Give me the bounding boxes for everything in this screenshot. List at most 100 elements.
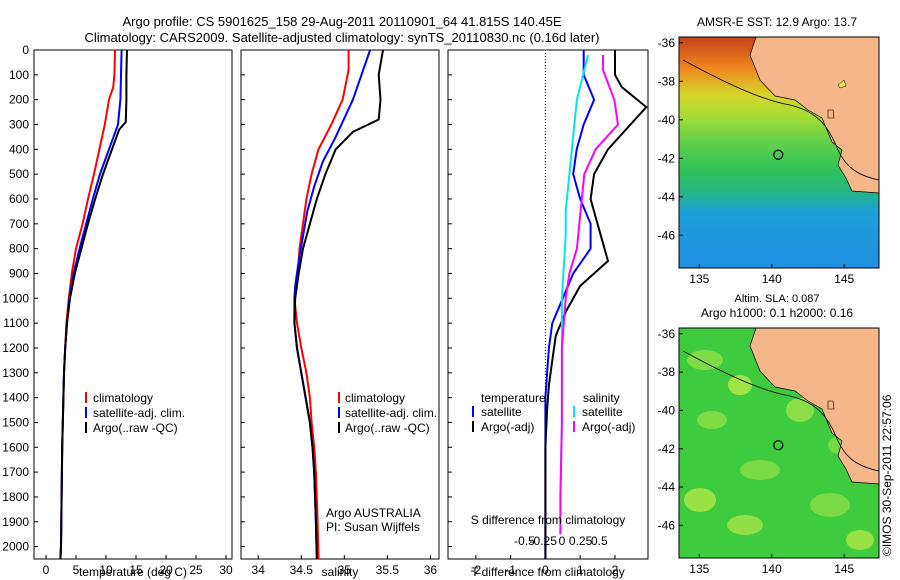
credit-stamp: ©IMOS 30-Sep-2011 22:57:06 xyxy=(880,394,894,556)
x-tick-label: 34.5 xyxy=(290,563,314,577)
s-tick-label: -0.25 xyxy=(530,534,558,548)
depth-tick-label: 200 xyxy=(9,93,29,107)
series-line-temperature-argo-adj xyxy=(544,50,648,559)
temperature-x-axis: 0 5 10 15 20 25 30 xyxy=(43,555,233,577)
lat-tick-label: -40 xyxy=(658,403,676,417)
s-tick-label: 0 xyxy=(559,534,566,548)
x-tick-label: 25 xyxy=(189,563,203,577)
lat-tick-label: -38 xyxy=(658,365,676,379)
salinity-legend: climatology satellite-adj. clim. Argo(..… xyxy=(338,391,437,435)
x-tick-label: 0 xyxy=(542,563,549,577)
legend-climatology-label: climatology xyxy=(345,391,405,405)
x-tick-label: 36 xyxy=(424,563,438,577)
x-tick-label: -1 xyxy=(505,563,516,577)
legend-temp-satellite-label: satellite xyxy=(481,405,522,419)
s-tick-label: 0.25 xyxy=(569,534,593,548)
legend-argo-label: Argo(..raw -QC) xyxy=(345,421,430,435)
king-island xyxy=(827,109,835,119)
x-tick-label: 34 xyxy=(252,563,266,577)
t-difference-xlabel: T difference from climatology xyxy=(471,565,625,579)
sla-anomaly xyxy=(786,398,814,422)
depth-tick-label: 1000 xyxy=(2,291,29,305)
series-line-argo-raw-qc xyxy=(59,49,128,560)
sst-map xyxy=(679,37,879,268)
lake-marker xyxy=(837,79,847,89)
lat-tick-label: -38 xyxy=(658,74,676,88)
sla-anomaly xyxy=(728,375,752,395)
x-tick-label: 0 xyxy=(43,563,50,577)
x-tick-label: 2 xyxy=(612,563,619,577)
x-tick-label: 1 xyxy=(577,563,584,577)
lat-tick-label: -44 xyxy=(658,190,676,204)
series-line-satellite-adj-clim xyxy=(293,49,372,560)
legend-salinity-header: salinity xyxy=(583,391,620,405)
depth-tick-label: 1100 xyxy=(3,316,29,330)
legend-sal-argo-label: Argo(-adj) xyxy=(582,420,635,434)
legend-satellite-label: satellite-adj. clim. xyxy=(345,406,437,420)
legend-satellite-label: satellite-adj. clim. xyxy=(93,406,185,420)
lon-tick-label: 140 xyxy=(762,272,782,286)
argo-program-label: Argo AUSTRALIA xyxy=(326,506,421,520)
depth-tick-label: 2000 xyxy=(2,540,29,554)
sla-anomaly xyxy=(810,493,850,517)
depth-tick-label: 600 xyxy=(9,192,29,206)
legend-climatology-label: climatology xyxy=(93,391,153,405)
salinity-panel xyxy=(240,49,440,560)
argo-pi-label: PI: Susan Wijffels xyxy=(326,520,420,534)
depth-tick-label: 1900 xyxy=(2,515,29,529)
depth-tick-label: 500 xyxy=(9,167,29,181)
figure-title-line1: Argo profile: CS 5901625_158 29-Aug-2011… xyxy=(123,14,562,29)
legend-temp-argo-label: Argo(-adj) xyxy=(481,420,534,434)
sla-anomaly xyxy=(846,530,874,550)
lat-tick-label: -46 xyxy=(658,228,676,242)
lon-tick-label: 145 xyxy=(834,272,854,286)
x-tick-label: 20 xyxy=(159,563,173,577)
temperature-series xyxy=(59,49,128,560)
x-tick-label: -2 xyxy=(470,563,481,577)
salinity-xlabel: salinity xyxy=(322,565,359,579)
sla-anomaly xyxy=(727,515,763,535)
salinity-series xyxy=(293,49,384,560)
salinity-x-axis: 34 34.5 35 35.5 36 xyxy=(252,555,438,577)
lat-tick-label: -40 xyxy=(658,113,676,127)
difference-legend: temperature salinity satellite Argo(-adj… xyxy=(472,391,635,434)
x-tick-label: 10 xyxy=(99,563,113,577)
sla-anomaly xyxy=(687,350,723,370)
depth-tick-label: 0 xyxy=(22,43,29,57)
bathymetry-contour xyxy=(682,59,879,181)
sla-map-frame xyxy=(678,327,880,559)
depth-tick-label: 1800 xyxy=(2,490,29,504)
x-tick-label: 5 xyxy=(73,563,80,577)
depth-tick-label: 400 xyxy=(9,142,29,156)
difference-series xyxy=(544,50,648,559)
x-tick-label: 35 xyxy=(338,563,352,577)
legend-argo-label: Argo(..raw -QC) xyxy=(93,421,178,435)
s-tick-label: -0.5 xyxy=(514,534,535,548)
sla-anomaly xyxy=(740,460,780,480)
float-position-marker xyxy=(773,440,784,451)
lon-tick-label: 135 xyxy=(689,562,709,576)
x-tick-label: 35.5 xyxy=(376,563,400,577)
sst-map-title: AMSR-E SST: 12.9 Argo: 13.7 xyxy=(697,15,857,29)
temperature-panel xyxy=(33,49,233,560)
difference-panel xyxy=(447,49,649,560)
australia-landmass xyxy=(749,37,879,194)
depth-tick-label: 1700 xyxy=(2,465,29,479)
sla-anomaly xyxy=(697,411,727,429)
series-line-temperature-satellite xyxy=(544,50,596,559)
sla-map-subtitle: Argo h1000: 0.1 h2000: 0.16 xyxy=(701,306,853,320)
legend-temperature-header: temperature xyxy=(481,391,546,405)
australia-landmass xyxy=(749,328,879,485)
sla-map xyxy=(679,328,879,558)
sla-map-axes: -36 -38 -40 -42 -44 -46 135 140 145 xyxy=(658,327,855,576)
x-tick-label: 30 xyxy=(219,563,233,577)
difference-x-axis: -2 -1 0 1 2-0.5-0.25 0 0.250.5 xyxy=(470,534,618,577)
lon-tick-label: 140 xyxy=(762,562,782,576)
depth-tick-label: 1500 xyxy=(2,415,29,429)
depth-tick-label: 1600 xyxy=(2,440,29,454)
lon-tick-label: 135 xyxy=(689,272,709,286)
series-line-argo-raw-qc xyxy=(293,49,384,560)
series-line-salinity-argo-adj xyxy=(559,55,620,535)
lat-tick-label: -36 xyxy=(658,36,676,50)
